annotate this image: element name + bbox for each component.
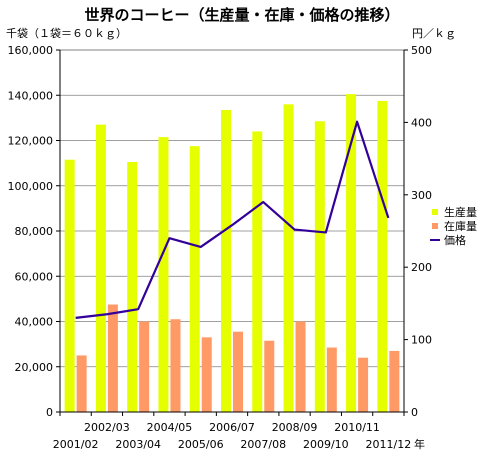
bar-production: [189, 146, 200, 412]
x-tick-label: 2011/12: [366, 438, 412, 451]
bar-production: [127, 161, 138, 412]
right-tick-label: 100: [411, 334, 432, 347]
x-tick-label: 2006/07: [209, 421, 255, 434]
bar-production: [64, 159, 75, 412]
left-tick-label: 140,000: [8, 89, 54, 102]
bar-production: [221, 109, 231, 413]
bar-inventory: [264, 340, 275, 412]
x-tick-label: 2009/10: [303, 438, 349, 451]
right-axis-unit: 円／ｋｇ: [412, 27, 456, 40]
bar-production: [95, 124, 106, 412]
bar-production: [346, 94, 357, 413]
bar-production: [314, 121, 325, 413]
bar-inventory: [358, 357, 369, 412]
legend-swatch: [432, 223, 438, 229]
x-tick-label: 2010/11: [334, 421, 380, 434]
right-tick-label: 200: [411, 261, 432, 274]
bar-production: [158, 137, 169, 412]
x-tick-label: 2008/09: [272, 421, 318, 434]
bar-inventory: [139, 321, 150, 412]
legend-label: 生産量: [444, 205, 477, 219]
x-tick-label: 2004/05: [147, 421, 193, 434]
right-tick-label: 400: [411, 116, 432, 129]
legend-swatch: [432, 209, 438, 215]
bar-inventory: [389, 350, 400, 412]
left-tick-label: 20,000: [15, 361, 54, 374]
bar-inventory: [295, 321, 306, 412]
left-tick-label: 80,000: [15, 225, 54, 238]
bar-inventory: [326, 347, 337, 412]
x-tick-label: 2005/06: [178, 438, 224, 451]
right-tick-label: 500: [411, 44, 432, 57]
left-tick-label: 60,000: [15, 270, 54, 283]
legend-label: 価格: [444, 233, 466, 247]
chart-title: 世界のコーヒー（生産量・在庫・価格の推移）: [84, 6, 399, 24]
legend-label: 在庫量: [444, 219, 477, 233]
price-line: [75, 120, 390, 319]
right-tick-label: 300: [411, 189, 432, 202]
left-tick-label: 0: [46, 406, 53, 419]
plot-area: 0 20,000 40,000 60,000 80,000 100,000 120,000 1…: [8, 44, 433, 451]
bar-production: [377, 100, 388, 412]
bar-production: [283, 104, 294, 413]
left-axis-unit: 千袋（１袋＝６０ｋｇ）: [6, 26, 127, 40]
left-tick-label: 40,000: [15, 316, 54, 329]
x-axis-unit: 年: [414, 437, 425, 451]
x-tick-label: 2002/03: [84, 421, 130, 434]
x-tick-label: 2003/04: [115, 438, 161, 451]
x-tick-label: 2001/02: [53, 438, 99, 451]
bar-inventory: [76, 355, 87, 412]
right-tick-label: 0: [411, 406, 418, 419]
bar-inventory: [233, 331, 243, 412]
bar-production: [252, 131, 263, 412]
bar-inventory: [170, 319, 181, 412]
bar-inventory: [107, 304, 118, 412]
bar-inventory: [201, 337, 212, 412]
left-tick-label: 120,000: [8, 135, 54, 148]
x-tick-label: 2007/08: [240, 438, 286, 451]
left-tick-label: 100,000: [8, 180, 54, 193]
left-tick-label: 160,000: [8, 44, 54, 57]
